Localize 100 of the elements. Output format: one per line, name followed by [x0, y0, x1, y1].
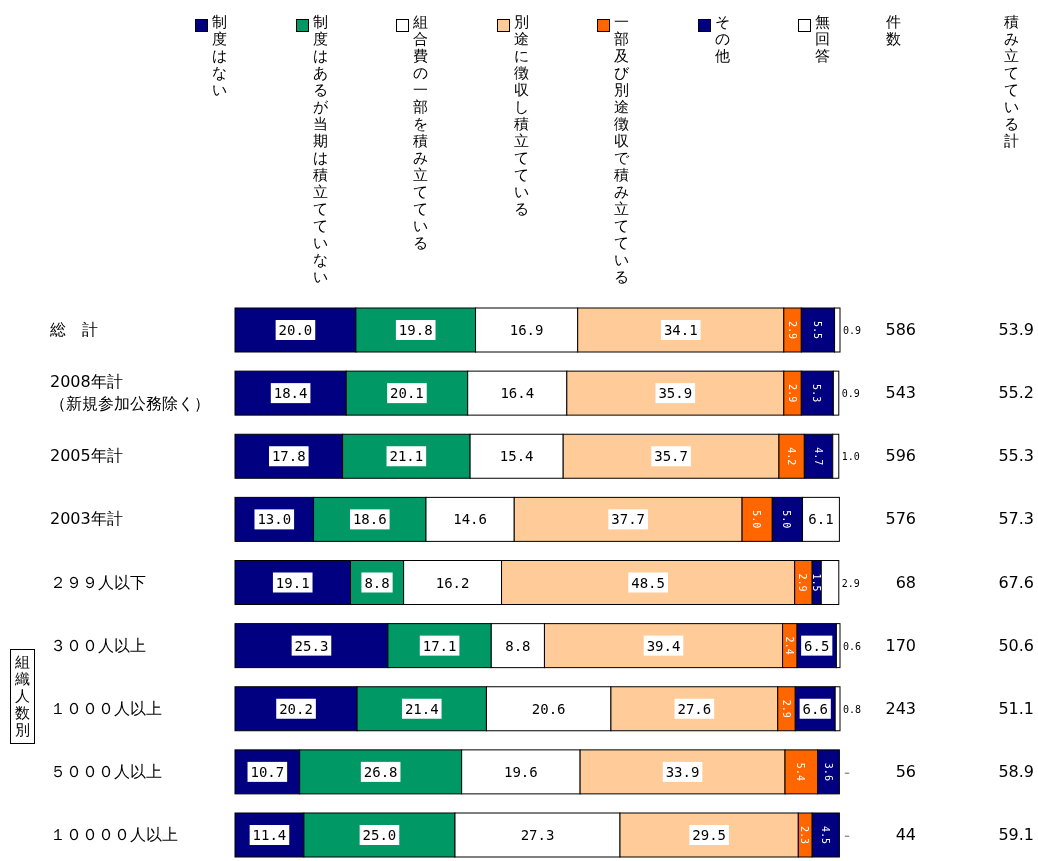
- data-label: 3.6: [822, 762, 834, 781]
- data-label: 67.6: [997, 572, 1034, 593]
- data-label: 2.4: [783, 636, 795, 655]
- data-label: 50.6: [997, 635, 1034, 656]
- data-label: 33.9: [665, 763, 700, 780]
- data-label: 26.8: [363, 763, 398, 780]
- data-label: 56: [894, 761, 916, 782]
- data-label: 5.0: [781, 510, 793, 529]
- data-label: 16.9: [509, 322, 544, 338]
- data-label: 13.0: [257, 511, 292, 528]
- data-label: 586: [885, 320, 916, 339]
- data-label: 35.7: [654, 448, 688, 465]
- y-tick-label: 2008年計（新規参加公務除く）: [50, 371, 211, 415]
- data-label: 4.7: [812, 447, 824, 466]
- data-label: 37.7: [611, 511, 646, 528]
- y-tick-label: １００００人以上: [50, 824, 179, 846]
- data-label: 11.4: [252, 827, 287, 843]
- data-label: 20.6: [531, 700, 566, 717]
- text: 別途に徴収し積立てている: [513, 13, 529, 218]
- data-label: 58.9: [997, 761, 1034, 782]
- data-label: 170: [885, 635, 916, 655]
- data-label: 0.6: [843, 640, 862, 652]
- data-label: 20.1: [390, 385, 424, 402]
- data-label: 39.4: [646, 637, 681, 654]
- data-label: 15.4: [499, 448, 534, 465]
- y-tick-label: 2003年計: [50, 508, 124, 531]
- data-label: 6.5: [804, 637, 830, 654]
- data-label: 48.5: [631, 574, 665, 591]
- data-label: 29.5: [692, 827, 727, 843]
- data-label: 16.4: [500, 385, 535, 402]
- data-label: 17.8: [271, 448, 306, 465]
- y-tick-label: 2005年計: [50, 445, 124, 468]
- data-label: 59.1: [997, 825, 1034, 845]
- data-label: 6.6: [802, 700, 828, 717]
- data-label: 8.8: [505, 637, 531, 654]
- data-label: 20.2: [279, 700, 313, 717]
- data-label: 17.1: [422, 637, 457, 654]
- data-label: 44: [894, 825, 916, 845]
- data-label: 55.2: [997, 383, 1034, 404]
- data-label: 5.3: [811, 384, 823, 403]
- data-label: 5.5: [811, 320, 823, 340]
- data-label: 10.7: [250, 763, 285, 780]
- data-label: －: [842, 766, 853, 778]
- data-label: 243: [885, 698, 916, 718]
- y-tick-label: 総 計: [50, 319, 99, 341]
- data-label: 1.0: [841, 451, 860, 463]
- data-label: 57.3: [997, 509, 1034, 530]
- y-tick-label: ５０００人以上: [50, 761, 163, 783]
- data-label: 25.0: [362, 827, 397, 843]
- data-label: 19.1: [275, 574, 310, 591]
- data-label: 14.6: [453, 511, 487, 528]
- data-label: 8.8: [364, 574, 390, 591]
- data-label: 0.9: [841, 388, 860, 400]
- data-label: 21.1: [389, 448, 424, 465]
- y-tick-label: １０００人以上: [50, 697, 163, 720]
- data-label: 34.1: [663, 322, 698, 338]
- data-label: 20.0: [278, 322, 313, 338]
- data-label: 19.8: [398, 322, 433, 338]
- data-label: 2.9: [841, 577, 860, 589]
- text: 積み立てている計: [1003, 13, 1020, 150]
- y-tick-label: ３００人以上: [50, 634, 147, 657]
- data-label: 21.4: [404, 700, 439, 717]
- legend-label: 無回答: [814, 13, 831, 65]
- data-label: 19.6: [504, 763, 538, 780]
- data-label: 2.9: [786, 384, 798, 403]
- legend-label: 制度はない: [211, 13, 228, 99]
- data-label: 2.9: [780, 699, 792, 718]
- data-label: 0.9: [843, 325, 862, 336]
- data-label: －: [842, 830, 853, 841]
- data-label: 4.2: [785, 447, 797, 466]
- data-label: 18.6: [352, 511, 387, 528]
- data-label: 35.9: [658, 385, 693, 402]
- data-label: 0.8: [843, 703, 862, 715]
- data-label: 576: [884, 509, 916, 530]
- data-label: 68: [895, 572, 916, 592]
- data-label: 27.6: [677, 700, 712, 717]
- legend-label: その他: [713, 13, 731, 65]
- data-label: 51.1: [997, 698, 1034, 719]
- data-label: 16.2: [435, 574, 470, 591]
- text: 一部及び別途徴収で積み立てている: [614, 13, 629, 286]
- data-label: 543: [885, 383, 916, 403]
- data-label: 4.5: [819, 825, 831, 845]
- data-label: 27.3: [520, 827, 555, 843]
- data-label: 25.3: [294, 637, 329, 654]
- data-label: 2.3: [799, 825, 811, 845]
- text: 組織人数別: [14, 652, 31, 739]
- data-label: 18.4: [273, 385, 308, 402]
- y-tick-label: ２９９人以下: [50, 571, 147, 594]
- data-label: 2.9: [786, 320, 798, 340]
- data-label: 6.1: [808, 511, 834, 528]
- data-label: 1.5: [810, 573, 822, 592]
- text: 件数: [885, 13, 902, 48]
- data-label: 596: [885, 446, 916, 466]
- data-label: 2.9: [797, 573, 809, 592]
- text: 組合費の一部を積み立てている: [413, 13, 428, 252]
- data-label: 5.4: [795, 762, 807, 781]
- data-label: 53.9: [997, 320, 1034, 340]
- data-label: 55.3: [997, 446, 1034, 467]
- data-label: 5.0: [751, 510, 763, 529]
- text: 制度はあるが当期は積立てていない: [312, 13, 328, 286]
